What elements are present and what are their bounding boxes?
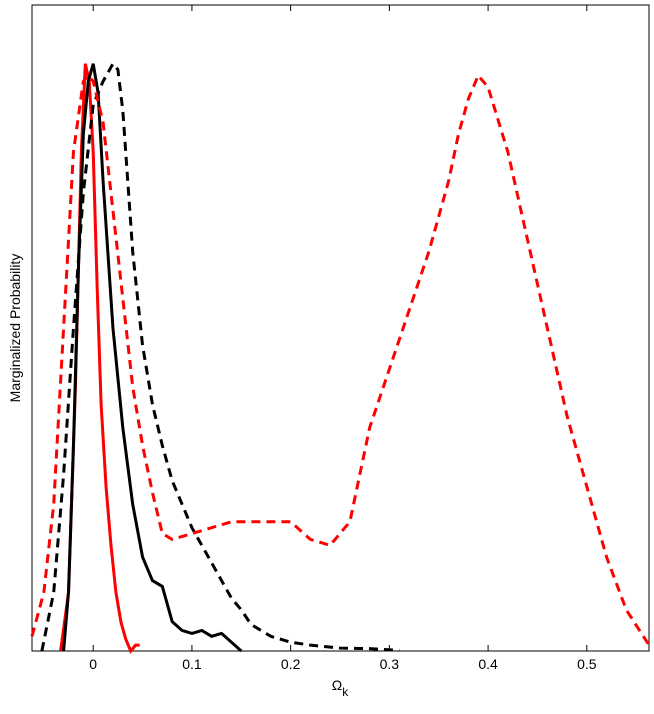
line-series bbox=[40, 61, 400, 652]
x-axis-label-main: Ω bbox=[332, 677, 342, 693]
x-axis-label-sub: k bbox=[342, 685, 349, 699]
x-tick-label: 0.1 bbox=[182, 656, 202, 672]
x-tick-label: 0.5 bbox=[577, 656, 597, 672]
x-tick-label: 0 bbox=[89, 656, 97, 672]
x-tick-label: 0.2 bbox=[281, 656, 301, 672]
x-axis-label: Ωk bbox=[332, 677, 349, 699]
y-axis-label: Marginalized Probability bbox=[7, 254, 23, 403]
line-series bbox=[62, 63, 243, 653]
x-tick-label: 0.4 bbox=[478, 656, 498, 672]
x-tick-label: 0.3 bbox=[380, 656, 400, 672]
line-series bbox=[30, 72, 651, 646]
plot-frame bbox=[31, 4, 650, 652]
